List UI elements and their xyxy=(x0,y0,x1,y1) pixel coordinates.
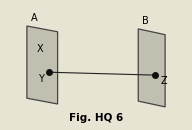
Text: Y: Y xyxy=(38,74,44,84)
Polygon shape xyxy=(27,26,58,104)
Text: X: X xyxy=(36,44,43,54)
Text: Z: Z xyxy=(160,76,167,86)
Text: Fig. HQ 6: Fig. HQ 6 xyxy=(69,113,123,123)
Polygon shape xyxy=(138,29,165,107)
Text: A: A xyxy=(31,13,37,23)
Text: B: B xyxy=(142,16,149,26)
